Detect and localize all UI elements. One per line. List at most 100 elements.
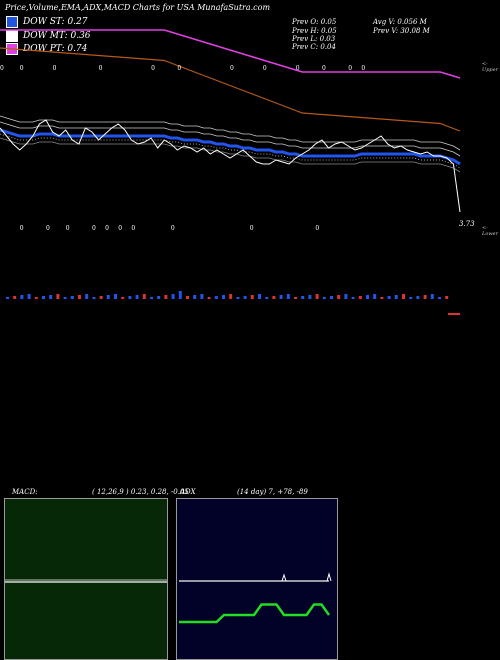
ema-band-line [0, 115, 461, 151]
bottom-marker: 0 [46, 225, 50, 232]
series-line-dow-pt [0, 29, 461, 79]
volume-bar [157, 296, 161, 299]
prev-low: Prev L: 0.03 [292, 35, 336, 43]
volume-bar [106, 295, 110, 299]
top-marker: 0 [53, 65, 57, 72]
volume-bar [63, 297, 67, 299]
series-line-dow-mt [0, 119, 461, 213]
volume-bar [380, 297, 384, 299]
top-marker: 0 [20, 65, 24, 72]
top-marker: 0 [177, 65, 181, 72]
upper-band-label: <-Upper [482, 61, 498, 73]
volume-bar [344, 294, 348, 299]
macd-params: ( 12,26,9 ) 0.23, 0.28, -0.05 [92, 488, 189, 496]
volume-bar [366, 295, 369, 299]
prev-high: Prev H: 0.05 [292, 27, 337, 35]
volume-bar [70, 296, 74, 299]
volume-bar [13, 296, 17, 299]
volume-bar [279, 295, 283, 299]
bottom-marker: 0 [131, 225, 135, 232]
prev-open: Prev O: 0.05 [292, 18, 337, 26]
volume-bar [387, 296, 391, 299]
volume-bar [448, 313, 460, 315]
volume-bar [6, 297, 9, 299]
legend-label-dow-st: DOW ST: 0.27 [23, 17, 88, 27]
volume-bar [243, 296, 247, 299]
volume-bar [286, 294, 290, 299]
bottom-marker: 0 [66, 225, 70, 232]
volume-bar [423, 295, 427, 299]
volume-bar [438, 297, 441, 299]
volume-bar [330, 296, 333, 299]
volume-bar [409, 297, 413, 299]
volume-bar [445, 296, 449, 299]
volume-bar [258, 294, 261, 299]
volume-bar [214, 296, 218, 299]
top-marker: 0 [263, 65, 267, 72]
bottom-marker: 0 [118, 225, 122, 232]
ema-bands [0, 115, 461, 173]
legend-swatch-blue [6, 16, 18, 28]
price-series [0, 29, 461, 213]
bottom-marker: 0 [92, 225, 96, 232]
volume-bar [402, 294, 405, 299]
volume-bar [272, 296, 276, 299]
macd-label: MACD: [12, 488, 38, 496]
adx-spike-1 [281, 573, 287, 582]
bottom-marker: 0 [315, 225, 319, 232]
volume-bar [301, 296, 305, 299]
top-marker: 0 [0, 65, 4, 72]
volume-bar [373, 294, 377, 299]
top-marker: 0 [99, 65, 103, 72]
brown-trend-line [0, 47, 461, 132]
volume-bar [171, 294, 175, 299]
avg-volume: Avg V: 0.056 M [373, 18, 427, 26]
volume-bar [294, 297, 297, 299]
macd-chart [5, 579, 167, 583]
volume-bar [121, 297, 125, 299]
series-line-dotted [0, 133, 461, 169]
top-marker: 0 [230, 65, 234, 72]
top-marker: 0 [322, 65, 326, 72]
volume-bar [315, 294, 319, 299]
legend-label-dow-mt: DOW MT: 0.36 [23, 31, 91, 41]
bottom-marker: 0 [171, 225, 175, 232]
volume-bar [78, 295, 81, 299]
volume-bar [193, 295, 197, 299]
top-marker: 0 [296, 65, 300, 72]
adx-label: ADX [180, 488, 196, 496]
volume-bar [358, 296, 362, 299]
volume-bar [351, 297, 355, 299]
upper-band-line [0, 47, 461, 132]
volume-bar [150, 297, 153, 299]
volume-bar [128, 296, 132, 299]
volume-bar [337, 295, 341, 299]
volume-bar [99, 296, 103, 299]
series-line-dow-st [0, 128, 461, 166]
volume-bar [222, 295, 225, 299]
volume-bar [322, 297, 326, 299]
volume-bar [178, 291, 182, 299]
macd-panel [4, 498, 168, 660]
legend-label-dow-pt: DOW PT: 0.74 [23, 44, 88, 54]
ema-band-line [0, 121, 461, 157]
ema-band-line [0, 137, 461, 173]
volume-bar [142, 294, 146, 299]
volume-bar [207, 297, 211, 299]
price-chart: 0 0 0 0 0 0 0 0 0 0 0 0 0 0 0 0 0 0 0 0 0 0 [0, 29, 461, 315]
adx-params: (14 day) 7, +78, -89 [237, 488, 308, 496]
volume-bar [27, 294, 31, 299]
chart-title: Price,Volume,EMA,ADX,MACD Charts for USA… [5, 3, 271, 12]
volume-bar [34, 297, 38, 299]
volume-bar [265, 297, 269, 299]
volume-bar [430, 294, 434, 299]
adx-minus-di-line [179, 603, 331, 624]
volume-bar [49, 295, 53, 299]
volume-bar [42, 296, 45, 299]
volume-bar [250, 295, 254, 299]
volume-bar [200, 294, 204, 299]
top-marker: 0 [348, 65, 352, 72]
prev-close: Prev C: 0.04 [292, 43, 336, 51]
volume-bar [92, 297, 96, 299]
volume-bar [308, 295, 312, 299]
